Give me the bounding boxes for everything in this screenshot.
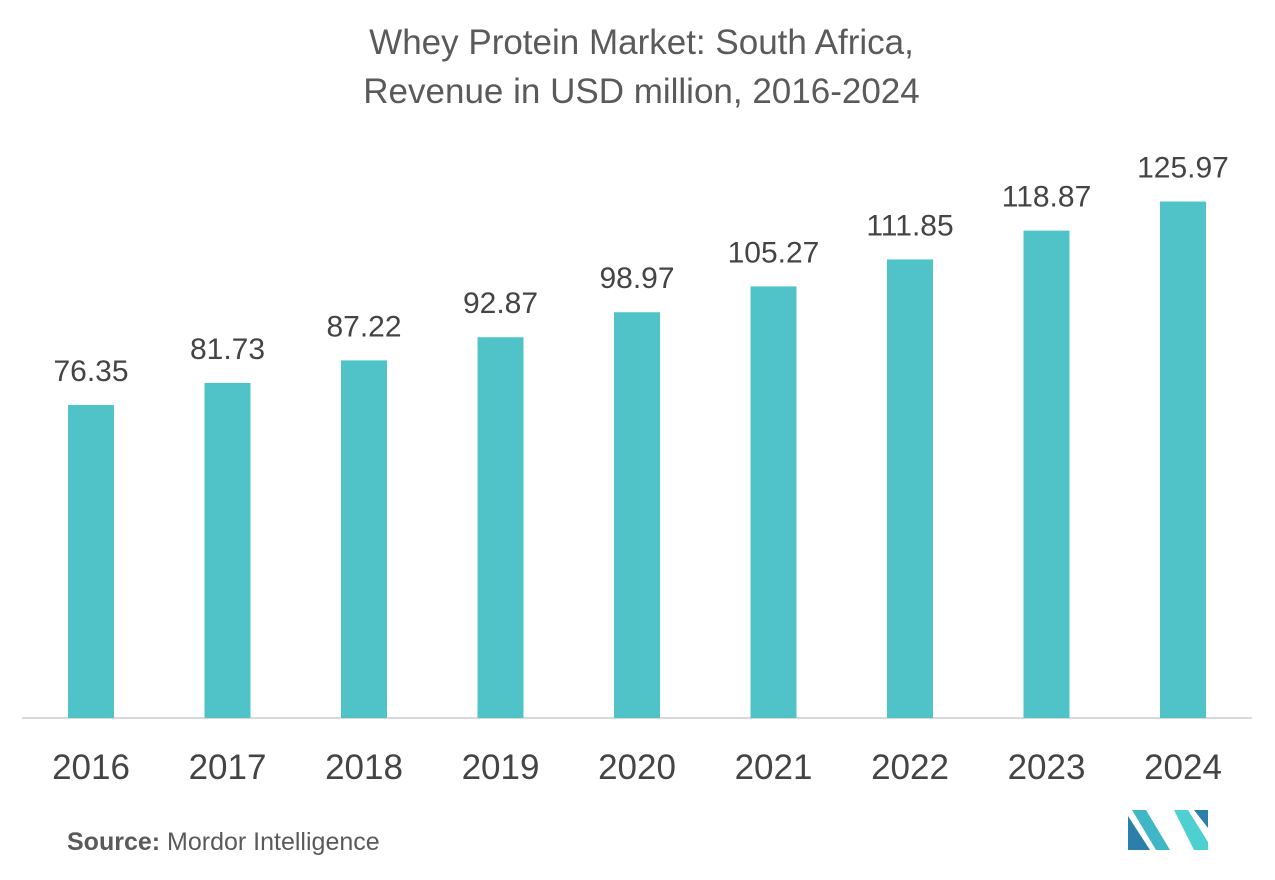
mordor-intelligence-logo-icon bbox=[1128, 810, 1208, 850]
bar-2017 bbox=[204, 382, 251, 718]
value-label-2022: 111.85 bbox=[866, 209, 953, 242]
logo-right-shape bbox=[1174, 810, 1208, 850]
value-label-2020: 98.97 bbox=[599, 262, 674, 295]
x-tick-label-2019: 2019 bbox=[462, 748, 540, 787]
source-label: Source: bbox=[67, 828, 161, 856]
x-tick-label-2018: 2018 bbox=[325, 748, 403, 787]
bar-2023 bbox=[1023, 230, 1070, 718]
value-label-2019: 92.87 bbox=[463, 287, 538, 320]
value-label-2024: 125.97 bbox=[1137, 152, 1229, 185]
bar-2020 bbox=[614, 312, 660, 718]
bar-2019 bbox=[477, 337, 524, 718]
bar-2018 bbox=[341, 360, 387, 718]
value-label-2021: 105.27 bbox=[728, 236, 820, 269]
bar-2021 bbox=[750, 286, 797, 718]
x-tick-label-2020: 2020 bbox=[598, 748, 676, 787]
x-tick-label-2021: 2021 bbox=[735, 748, 813, 787]
chart-subtitle: Revenue in USD million, 2016-2024 bbox=[363, 72, 920, 111]
value-label-2017: 81.73 bbox=[190, 333, 265, 366]
chart-title-block: Whey Protein Market: South Africa, Reven… bbox=[0, 18, 1275, 116]
source-text: Mordor Intelligence bbox=[167, 828, 380, 856]
x-tick-label-2023: 2023 bbox=[1008, 748, 1086, 787]
x-tick-label-2017: 2017 bbox=[189, 748, 267, 787]
x-tick-label-2024: 2024 bbox=[1144, 748, 1222, 787]
value-label-2018: 87.22 bbox=[326, 310, 401, 343]
value-label-2016: 76.35 bbox=[53, 355, 128, 388]
bar-2024 bbox=[1160, 201, 1206, 718]
source-note: Source: Mordor Intelligence bbox=[67, 828, 380, 857]
logo-middle-shape bbox=[1132, 810, 1170, 850]
x-tick-label-2022: 2022 bbox=[871, 748, 949, 787]
logo-right-bar bbox=[1194, 810, 1208, 828]
bar-2016 bbox=[68, 404, 114, 718]
value-label-2023: 118.87 bbox=[1002, 181, 1092, 214]
chart-title: Whey Protein Market: South Africa, bbox=[369, 23, 914, 62]
x-tick-label-2016: 2016 bbox=[52, 748, 130, 787]
bar-2022 bbox=[887, 259, 933, 718]
logo-left-shape bbox=[1128, 816, 1150, 850]
